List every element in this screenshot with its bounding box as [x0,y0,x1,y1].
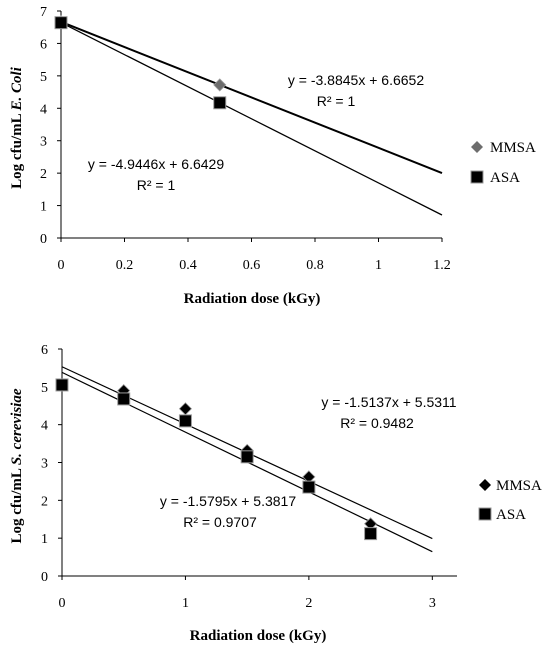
equation-asa: y = -4.9446x + 6.6429 [88,156,224,172]
trendline-asa [60,22,443,216]
x-tick-label: 0.8 [306,258,324,273]
point-asa [213,96,227,110]
y-axis-tick-labels: 0 1 2 3 4 5 6 [41,343,48,585]
trendline-mmsa [60,20,443,174]
x-tick-label: 1 [375,258,382,273]
legend-label-mmsa: MMSA [496,478,542,494]
x-axis-title: Radiation dose (kGy) [184,291,321,307]
legend-label-asa: ASA [490,170,520,186]
legend-label-asa: ASA [496,507,526,523]
y-axis-tick-labels: 0 1 2 3 4 5 6 7 [40,5,47,247]
equation-mmsa: y = -3.8845x + 6.6652 [288,72,424,88]
y-tick-label: 4 [40,102,47,117]
y-axis-title-organism: S. cerevisiae [9,388,25,465]
point-asa [178,414,192,428]
y-axis-ticks [58,348,433,580]
equation-asa: y = -1.5795x + 5.3817 [160,493,296,509]
y-axis-title-organism: E. Coli [9,66,25,111]
r2-mmsa: R² = 0.9482 [340,415,414,431]
y-tick-label: 2 [41,494,48,509]
legend-marker-asa [478,507,492,521]
y-tick-label: 3 [41,457,48,472]
point-asa [55,378,69,392]
y-axis-title-prefix: Log cfu/mL [9,111,25,189]
legend-label-mmsa: MMSA [490,140,536,156]
x-tick-label: 1 [182,596,189,611]
point-asa [117,392,131,406]
point-asa [54,16,68,30]
r2-asa: R² = 1 [137,177,176,193]
y-tick-label: 0 [41,570,48,585]
data-points [54,15,227,110]
x-tick-label: 0 [58,258,65,273]
trendlines [60,20,443,216]
x-axis-title: Radiation dose (kGy) [190,628,327,644]
x-tick-label: 0.4 [179,258,197,273]
x-tick-label: 3 [429,596,436,611]
point-asa [240,450,254,464]
y-tick-label: 6 [40,37,47,52]
legend: MMSA ASA [470,140,536,186]
legend-marker-asa [470,170,484,184]
y-axis-title: Log cfu/mL E. Coli [9,66,25,189]
y-axis-title: Log cfu/mL S. cerevisiae [9,388,25,543]
y-tick-label: 7 [40,5,47,20]
chart-e-coli: 0 0.2 0.4 0.6 0.8 1 1.2 0 1 2 3 4 5 6 7 Radiation dos… [9,5,536,307]
equation-mmsa: y = -1.5137x + 5.5311 [321,394,456,410]
y-axis-ticks [57,10,443,242]
r2-asa: R² = 0.9707 [183,514,257,530]
y-tick-label: 5 [40,70,47,85]
x-tick-label: 0 [59,596,66,611]
x-axis-tick-labels: 0 1 2 3 [59,596,436,611]
x-tick-label: 0.2 [116,258,134,273]
x-tick-label: 0.6 [243,258,261,273]
y-tick-label: 5 [41,381,48,396]
y-tick-label: 0 [40,232,47,247]
y-tick-label: 1 [40,200,47,215]
y-tick-label: 3 [40,135,47,150]
y-axis-title-prefix: Log cfu/mL [9,465,25,543]
point-asa [302,480,316,494]
point-mmsa [178,402,193,416]
y-tick-label: 4 [41,419,48,434]
legend: MMSA ASA [478,478,542,523]
x-tick-label: 1.2 [433,258,451,273]
y-tick-label: 6 [41,343,48,358]
chart-s-cerevisiae: 0 1 2 3 0 1 2 3 4 5 6 Radiation dose (kGy) Log cf… [9,343,542,644]
x-axis-tick-labels: 0 0.2 0.4 0.6 0.8 1 1.2 [58,258,451,273]
y-tick-label: 2 [40,167,47,182]
y-tick-label: 1 [41,532,48,547]
point-asa [364,527,378,541]
legend-marker-mmsa [471,141,483,153]
data-points [55,378,378,541]
legend-marker-mmsa [479,479,491,491]
point-mmsa [213,78,227,92]
r2-mmsa: R² = 1 [317,93,356,109]
x-tick-label: 2 [305,596,312,611]
